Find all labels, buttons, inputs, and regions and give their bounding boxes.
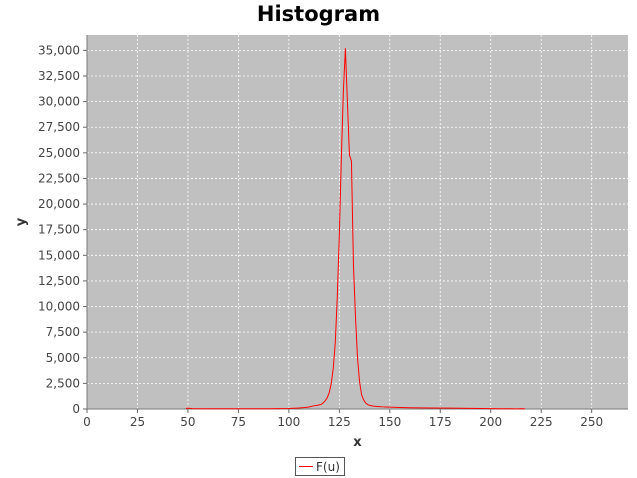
x-tick-label: 50 xyxy=(180,415,195,429)
x-tick-label: 225 xyxy=(530,415,553,429)
y-tick-label: 25,000 xyxy=(38,146,80,160)
legend: F(u) xyxy=(295,457,345,476)
y-tick-label: 15,000 xyxy=(38,248,80,262)
y-tick-label: 2,500 xyxy=(46,376,80,390)
y-tick-label: 22,500 xyxy=(38,171,80,185)
y-tick-label: 30,000 xyxy=(38,95,80,109)
x-tick-label: 75 xyxy=(231,415,246,429)
legend-swatch xyxy=(299,466,313,467)
x-axis-label: x xyxy=(353,435,362,450)
x-tick-label: 175 xyxy=(429,415,452,429)
plot-area xyxy=(87,35,628,409)
y-tick-label: 20,000 xyxy=(38,197,80,211)
series-layer xyxy=(185,48,526,410)
x-tick-label: 125 xyxy=(328,415,351,429)
y-tick-label: 17,500 xyxy=(38,223,80,237)
y-tick-label: 12,500 xyxy=(38,274,80,288)
x-tick-label: 100 xyxy=(277,415,300,429)
chart-title: Histogram xyxy=(256,2,381,26)
y-tick-label: 5,000 xyxy=(46,351,80,365)
y-tick-label: 0 xyxy=(72,402,80,416)
series-line xyxy=(185,48,526,410)
legend-label: F(u) xyxy=(316,459,340,474)
y-tick-label: 10,000 xyxy=(38,300,80,314)
x-tick-label: 150 xyxy=(378,415,401,429)
y-axis-label: y xyxy=(14,217,29,226)
y-tick-label: 35,000 xyxy=(38,43,80,57)
y-tick-label: 27,500 xyxy=(38,120,80,134)
x-tick-label: 200 xyxy=(479,415,502,429)
x-tick-label: 0 xyxy=(83,415,91,429)
x-tick-label: 25 xyxy=(130,415,145,429)
y-tick-label: 32,500 xyxy=(38,69,80,83)
axes: 0 25 50 75 100 125 150 175 200 225 250 0 2,500 5,000 7… xyxy=(38,35,628,429)
x-tick-label: 250 xyxy=(580,415,603,429)
y-tick-label: 7,500 xyxy=(46,325,80,339)
